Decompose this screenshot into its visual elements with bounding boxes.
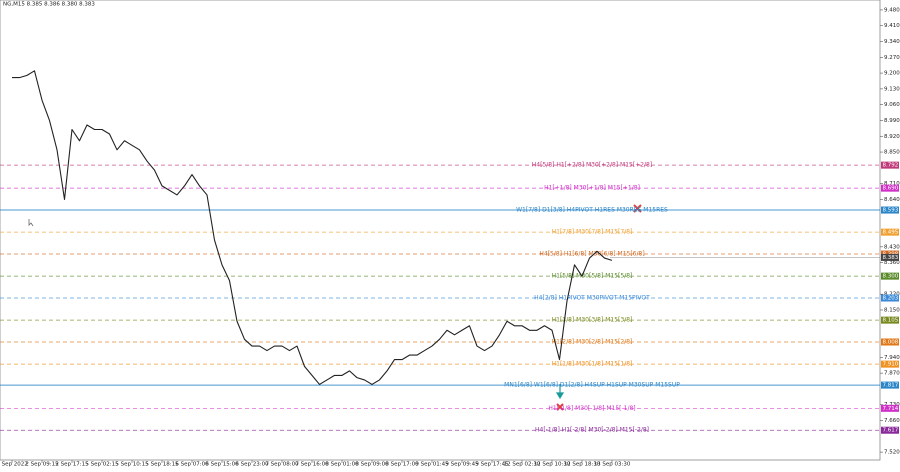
y-tick-label: 8.990 — [884, 118, 900, 124]
price-badge — [881, 161, 899, 169]
cursor — [28, 219, 34, 227]
price-badge — [881, 294, 899, 302]
y-tick-label: 8.850 — [884, 150, 900, 156]
y-tick-label: 9.130 — [884, 86, 900, 92]
x-tick-label: 5 Sep 18:15 — [145, 462, 179, 468]
y-tick-label: 7.870 — [884, 371, 900, 377]
current-price-badge — [881, 253, 899, 261]
price-badge-label: 8.008 — [883, 340, 899, 346]
price-badge — [881, 316, 899, 324]
price-badge — [881, 426, 899, 434]
current-price-label: 8.383 — [883, 255, 899, 261]
x-tick-label: 2 Sep 2022 — [0, 462, 28, 468]
y-tick-label: 9.270 — [884, 55, 900, 61]
y-tick-label: 8.710 — [884, 181, 900, 187]
x-tick-label: 2 Sep 09:15 — [25, 462, 59, 468]
level-label: H1[7/8] M30[7/8] M15[7/8] — [552, 229, 633, 236]
y-tick-label: 9.060 — [884, 102, 900, 108]
y-tick-label: 8.360 — [884, 260, 900, 266]
price-badge — [881, 184, 899, 192]
level-label: H4[5/8] H1[+2/8] M30[+2/8] M15[+2/8] — [532, 162, 652, 169]
price-badge — [881, 228, 899, 236]
y-tick-label: 7.940 — [884, 355, 900, 361]
price-badge — [881, 338, 899, 346]
price-badge — [881, 360, 899, 368]
x-tick-label: 2 Sep 17:15 — [55, 462, 89, 468]
price-badge — [881, 404, 899, 412]
price-badge-label: 8.105 — [883, 318, 899, 324]
price-badge-label: 7.910 — [883, 362, 899, 368]
cross-marker — [633, 204, 642, 213]
level-label: H1[+1/8] M30[+1/8] M15[+1/8] — [544, 185, 640, 192]
price-badge-label: 8.593 — [883, 208, 899, 214]
price-badge-label: 8.690 — [883, 186, 899, 192]
level-label: H1[1/8] M30[1/8] M15[1/8] — [552, 361, 633, 368]
x-tick-label: 9 Sep 17:45 — [475, 462, 509, 468]
x-tick-label: 12 Sep 10:30 — [534, 462, 571, 468]
y-tick-label: 9.200 — [884, 71, 900, 77]
cross-marker — [556, 403, 564, 411]
level-label: H1[2/8] M30[2/8] M15[2/8] — [552, 339, 633, 346]
x-tick-label: 8 Sep 09:00 — [355, 462, 389, 468]
x-tick-label: 5 Sep 02:15 — [85, 462, 119, 468]
y-tick-label: 7.520 — [884, 450, 900, 456]
price-badge-label: 7.617 — [883, 428, 899, 434]
level-label: W1[7/8] D1[3/8] H4PIVOT H1RES M30RES M15… — [516, 207, 668, 214]
price-badge — [881, 381, 899, 389]
level-label: H1[5/8] M30[5/8] M15[5/8] — [552, 273, 633, 280]
y-tick-label: 7.660 — [884, 418, 900, 424]
price-line — [12, 70, 613, 385]
x-tick-label: 6 Sep 15:00 — [205, 462, 239, 468]
y-tick-label: 9.410 — [884, 23, 900, 29]
chart-title: NG,M15 8.385 8.386 8.380 8.383 — [3, 2, 95, 8]
level-label: H4[5/8] H1[6/8] M30[6/8] M15[6/8] — [539, 251, 644, 258]
x-tick-label: 7 Sep 16:00 — [295, 462, 329, 468]
y-tick-label: 9.480 — [884, 7, 900, 13]
x-tick-label: 6 Sep 07:00 — [175, 462, 209, 468]
level-label: H1[3/8] M30[3/8] M15[3/8] — [552, 317, 633, 324]
arrow-marker — [555, 384, 565, 400]
x-tick-label: 9 Sep 09:45 — [445, 462, 479, 468]
x-tick-label: 13 Sep 03:30 — [594, 462, 631, 468]
x-tick-label: 12 Sep 02:30 — [504, 462, 541, 468]
price-badge — [881, 206, 899, 214]
y-tick-label: 8.150 — [884, 307, 900, 313]
plot-frame — [0, 0, 881, 461]
x-tick-label: 5 Sep 10:15 — [115, 462, 149, 468]
level-label: H4[2/8] H1PIVOT M30PIVOT M15PIVOT — [534, 295, 650, 302]
y-tick-label: 9.340 — [884, 39, 900, 45]
y-tick-label: 8.430 — [884, 244, 900, 250]
x-tick-label: 6 Sep 23:00 — [235, 462, 269, 468]
x-tick-label: 7 Sep 08:00 — [265, 462, 299, 468]
price-badge-label: 8.792 — [883, 163, 899, 169]
price-badge-label: 8.203 — [883, 296, 899, 302]
price-badge-label: 7.714 — [883, 406, 899, 412]
x-tick-label: 8 Sep 01:00 — [325, 462, 359, 468]
price-badge-label: 8.300 — [883, 274, 899, 280]
price-badge-label: 7.817 — [883, 383, 899, 389]
x-tick-label: 8 Sep 17:00 — [385, 462, 419, 468]
x-tick-label: 9 Sep 01:45 — [415, 462, 449, 468]
price-badge-label: 8.495 — [883, 230, 899, 236]
x-tick-label: 12 Sep 18:30 — [564, 462, 601, 468]
y-tick-label: 8.640 — [884, 197, 900, 203]
level-label: H1[-1/8] M30[-1/8] M15[-1/8] — [548, 405, 635, 412]
level-label: MN1[6/8] W1[6/8] D1[2/8] H4SUP H1SUP M30… — [504, 382, 680, 389]
y-tick-label: 8.920 — [884, 134, 900, 140]
level-label: H4[-1/8] H1[-2/8] M30[-2/8] M15[-2/8] — [535, 427, 649, 434]
annotations — [28, 204, 642, 411]
price-badge — [881, 272, 899, 280]
